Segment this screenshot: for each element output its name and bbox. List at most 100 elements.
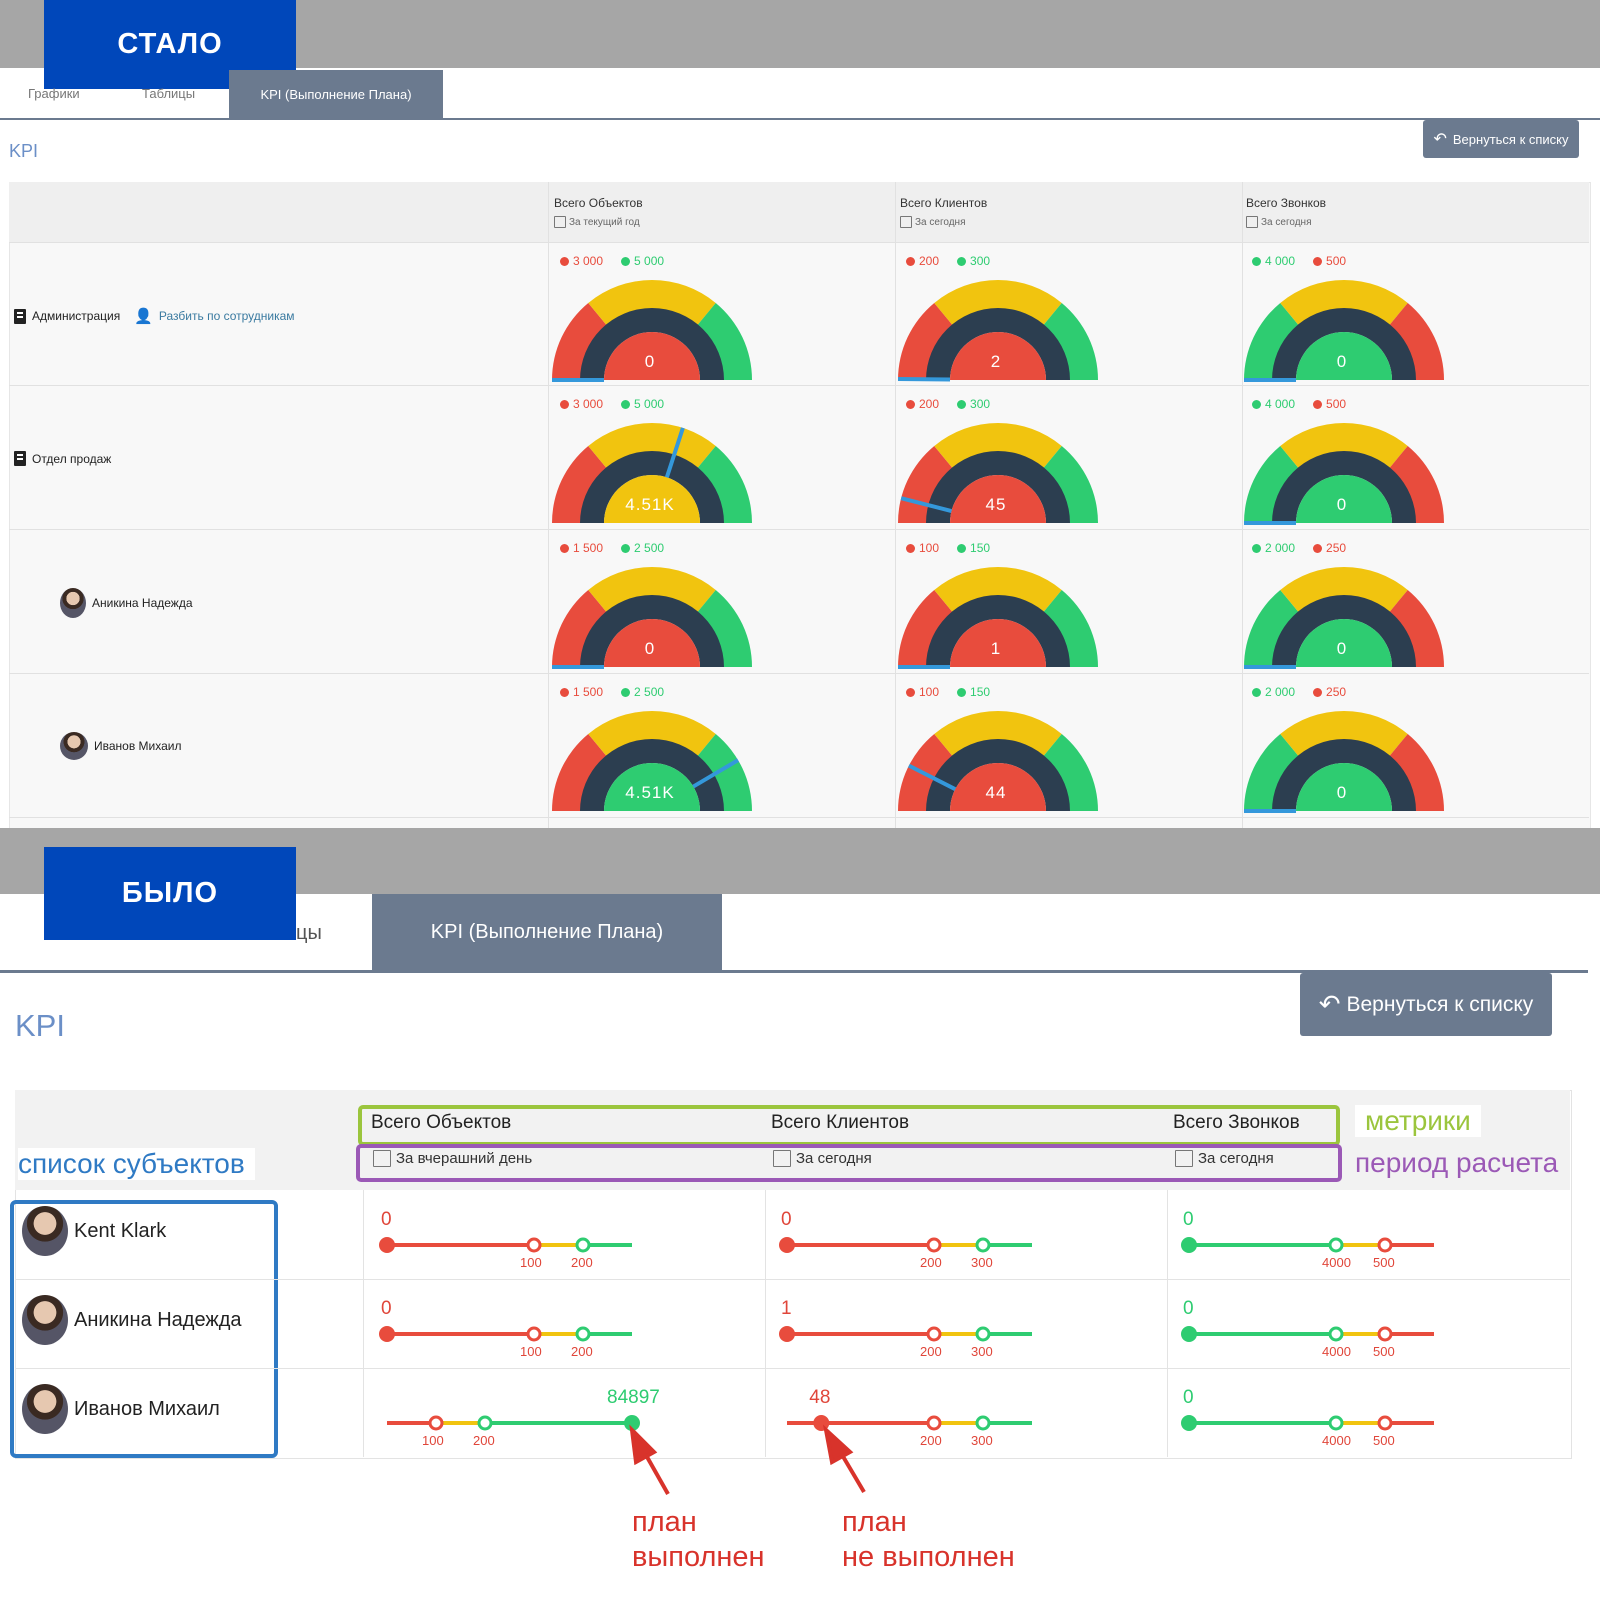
department-icon — [14, 308, 26, 324]
after-tabbar — [0, 68, 1600, 120]
gauge-band — [1280, 280, 1408, 327]
gauge-band — [898, 445, 954, 523]
gauge-legend-a: 1 500 — [560, 541, 603, 555]
bar-marker-2 — [575, 1237, 591, 1253]
after-period-label: За сегодня — [1261, 216, 1312, 228]
tab-graphs[interactable]: Графики — [28, 86, 80, 101]
before-col-divider — [765, 1190, 766, 1457]
gauge-band — [1244, 733, 1300, 811]
kpi-gauge — [552, 711, 752, 811]
gauge-legend-a-value: 200 — [919, 397, 940, 411]
split-employees-link[interactable]: Разбить по сотрудникам — [158, 309, 295, 323]
gauge-needle — [664, 427, 685, 478]
before-tabbar — [0, 894, 1588, 973]
bar-marker-2 — [975, 1415, 991, 1431]
gauge-track — [926, 308, 1070, 380]
gauge-band — [1388, 445, 1444, 523]
tab-kpi[interactable]: KPI (Выполнение Плана) — [229, 70, 443, 118]
before-col-divider — [1167, 1190, 1168, 1457]
gauge-legend-a: 200 — [906, 254, 939, 268]
tab-kpi-before[interactable]: KPI (Выполнение Плана) — [372, 894, 722, 970]
gauge-track — [926, 739, 1070, 811]
tab-tables[interactable]: Таблицы — [142, 86, 196, 101]
gauge-legend-a: 100 — [906, 541, 939, 555]
legend-dot — [957, 400, 967, 410]
gauge-legend-b: 250 — [1313, 685, 1346, 699]
bar-marker-2 — [477, 1415, 493, 1431]
bar-current-dot — [379, 1326, 395, 1342]
after-row-divider — [9, 817, 1589, 818]
gauge-band — [552, 733, 608, 811]
gauge-band — [696, 445, 752, 523]
kpi-gauge — [897, 280, 1098, 382]
gauge-band — [588, 280, 716, 327]
gauge-legend-b-value: 250 — [1326, 685, 1347, 699]
bar-tick-2: 300 — [971, 1433, 993, 1448]
gauge-legend-b: 500 — [1313, 254, 1346, 268]
gauge-band — [1042, 302, 1098, 380]
gauge-legend-b: 5 000 — [621, 254, 664, 268]
gauge-legend-b-value: 500 — [1326, 397, 1347, 411]
legend-dot — [1252, 257, 1261, 267]
bar-marker-1 — [926, 1415, 942, 1431]
after-table-header — [9, 182, 1589, 243]
before-kpi-title: KPI — [15, 1008, 65, 1043]
gauge-legend-a: 100 — [906, 685, 939, 699]
gauge-center — [950, 475, 1046, 523]
legend-dot — [1313, 688, 1323, 698]
gauge-legend-b-value: 250 — [1326, 541, 1347, 555]
gauge-center — [604, 475, 700, 523]
legend-dot — [957, 544, 967, 554]
before-period-label: За сегодня — [796, 1150, 872, 1167]
bar-current-value: 84897 — [607, 1387, 660, 1408]
gauge-band — [934, 711, 1062, 758]
kpi-progress-bar — [787, 1415, 1032, 1431]
after-back-label: Вернуться к списку — [1452, 131, 1569, 147]
gauge-value: 4.51K — [625, 495, 675, 514]
annotation-plan-not-done: план не выполнен — [842, 1506, 1015, 1573]
bar-current-dot — [624, 1415, 640, 1431]
bar-tick-1: 4000 — [1322, 1255, 1351, 1270]
tab-tables-partial[interactable]: цы — [296, 922, 322, 944]
gauge-legend-a-value: 1 500 — [573, 541, 604, 555]
gauge-track — [580, 739, 724, 811]
gauge-band — [1244, 302, 1300, 380]
gauge-center — [604, 332, 700, 380]
legend-dot — [1313, 257, 1323, 267]
gauge-value: 0 — [1336, 783, 1348, 802]
gauge-legend-a: 2 000 — [1252, 541, 1295, 555]
after-row-divider — [9, 673, 1589, 674]
bar-tick-2: 200 — [571, 1344, 593, 1359]
after-back-button[interactable]: ↶ Вернуться к списку — [1423, 120, 1579, 158]
gauge-center — [950, 332, 1046, 380]
gauge-legend-b-value: 500 — [1326, 254, 1347, 268]
gauge-value: 0 — [644, 352, 656, 371]
bar-marker-1 — [526, 1326, 542, 1342]
gauge-legend-b-value: 5 000 — [634, 397, 665, 411]
bar-marker-1 — [1328, 1237, 1344, 1253]
gauge-center — [604, 619, 700, 667]
bar-current-value: 48 — [809, 1387, 831, 1408]
bar-current-value: 0 — [381, 1298, 392, 1319]
gauge-legend-b: 2 500 — [621, 541, 664, 555]
bar-tick-2: 200 — [571, 1255, 593, 1270]
kpi-progress-bar — [1181, 1326, 1434, 1342]
gauge-legend-a: 4 000 — [1252, 254, 1295, 268]
calendar-icon — [1175, 1150, 1193, 1167]
gauge-band — [1388, 589, 1444, 667]
annotation-subjects: список субъектов — [18, 1148, 255, 1180]
legend-dot — [1252, 400, 1261, 410]
undo-icon: ↶ — [1433, 131, 1447, 148]
legend-dot — [560, 544, 569, 554]
undo-icon: ↶ — [1318, 989, 1341, 1019]
gauge-track — [1272, 308, 1416, 380]
after-period-label: За сегодня — [915, 216, 966, 228]
before-back-button[interactable]: ↶ Вернуться к списку — [1300, 973, 1552, 1036]
gauge-legend: 4 000 500 — [1252, 397, 1346, 411]
annotation-metrics: метрики — [1355, 1105, 1481, 1137]
gauge-legend: 200 300 — [906, 397, 990, 411]
gauge-value: 1 — [990, 639, 1002, 658]
gauge-track — [1272, 595, 1416, 667]
after-col-divider — [1242, 182, 1243, 828]
